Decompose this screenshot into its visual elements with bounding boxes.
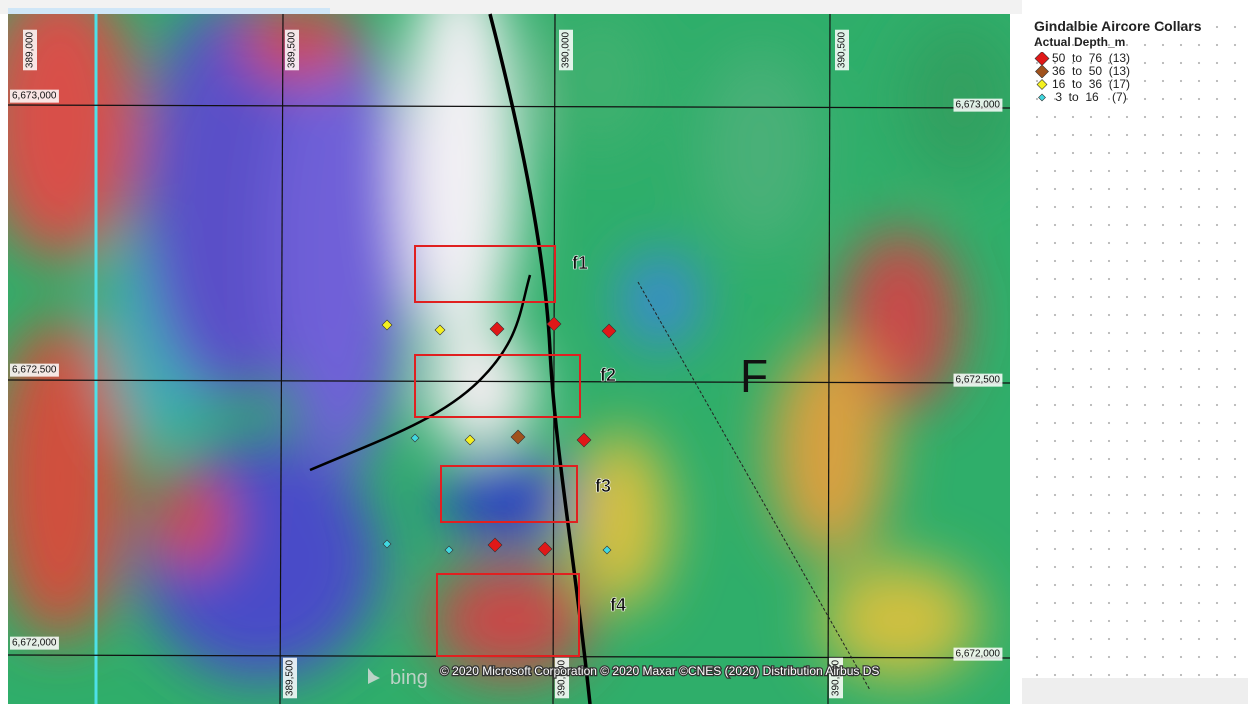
- grid-label-bg: [23, 29, 37, 71]
- fault-line: [488, 13, 592, 704]
- collar: [464, 434, 476, 446]
- grid-label-bg: [953, 98, 1003, 112]
- grid-label: 390,000: [561, 31, 572, 68]
- target-boxes: [414, 245, 581, 657]
- box-label: f1: [572, 253, 588, 273]
- legend-symbol: [1036, 79, 1048, 90]
- grid-label-bg: [829, 657, 843, 699]
- grid-label: 6,672,000: [956, 649, 1001, 660]
- grid-label-bg: [10, 89, 59, 103]
- grid-label: 6,672,000: [12, 638, 57, 649]
- grid-label-bg: [285, 29, 299, 71]
- legend-item: 50 to 76 (13): [1034, 52, 1248, 65]
- grid-label-bg: [555, 657, 569, 699]
- collar: [434, 324, 446, 336]
- collar: [602, 545, 612, 555]
- box-label: f3: [595, 476, 611, 496]
- grid-label: 390,500: [831, 659, 842, 696]
- grid-label: 390,000: [557, 659, 568, 696]
- box-label: f4: [610, 595, 626, 615]
- grid-label: 6,673,000: [12, 91, 57, 102]
- contact-line: [309, 274, 532, 472]
- collar: [576, 432, 592, 448]
- grid-label-bg: [283, 657, 297, 699]
- legend: Gindalbie Aircore Collars Actual Depth_m…: [1022, 14, 1248, 678]
- collar: [489, 321, 505, 337]
- legend-label: 3 to 16 (7): [1052, 90, 1127, 104]
- grid-label: 6,673,000: [956, 100, 1001, 111]
- panel-footer: [1022, 678, 1248, 704]
- attribution: © 2020 Microsoft Corporation © 2020 Maxa…: [440, 664, 879, 678]
- grid-label-bg: [559, 29, 573, 71]
- legend-symbol: [1038, 93, 1046, 102]
- fault-label: F: [740, 350, 768, 402]
- grid-label-bg: [953, 373, 1003, 387]
- grid-label: 6,672,500: [956, 375, 1001, 386]
- grid-label-bg: [835, 29, 849, 71]
- legend-label: 16 to 36 (17): [1052, 77, 1131, 91]
- collar: [1035, 65, 1049, 78]
- collar: [382, 539, 392, 549]
- grid-label-bg: [10, 363, 59, 377]
- map: 389,000 389,500 390,000 390,500 389,500 390,0…: [7, 13, 1011, 704]
- raster: [8, 14, 1010, 704]
- collar: [1034, 52, 1050, 65]
- collar: [381, 319, 393, 331]
- collar: [410, 433, 420, 443]
- grid-label: 389,000: [25, 31, 36, 68]
- collar: [537, 541, 553, 557]
- collar: [601, 323, 617, 339]
- grid-label-bg: [953, 647, 1003, 661]
- grid-label: 6,672,500: [12, 365, 57, 376]
- grid-label: 389,500: [287, 31, 298, 68]
- legend-label: 50 to 76 (13): [1052, 51, 1131, 65]
- logo: bing: [390, 667, 428, 689]
- collar: [487, 537, 503, 553]
- thin-line: [637, 281, 871, 691]
- collar: [546, 316, 562, 332]
- legend-item: 36 to 50 (13): [1034, 65, 1248, 78]
- box-label: f2: [600, 365, 616, 385]
- collar: [510, 429, 526, 445]
- legend-item: 3 to 16 (7): [1034, 91, 1248, 104]
- legend-label: 36 to 50 (13): [1052, 64, 1131, 78]
- collar: [444, 545, 454, 555]
- legend-symbol: [1034, 52, 1050, 65]
- collars: [381, 316, 617, 557]
- grid-label-bg: [10, 636, 59, 650]
- grid-label: 390,500: [837, 31, 848, 68]
- legend-item: 16 to 36 (17): [1034, 78, 1248, 91]
- collar: [1036, 79, 1048, 90]
- legend-title: Gindalbie Aircore Collars: [1034, 18, 1202, 34]
- collar: [1038, 93, 1046, 102]
- tab: [8, 8, 330, 14]
- legend-symbol: [1035, 65, 1049, 78]
- legend-subtitle: Actual Depth_m: [1034, 35, 1126, 49]
- grid-label: 389,500: [285, 659, 296, 696]
